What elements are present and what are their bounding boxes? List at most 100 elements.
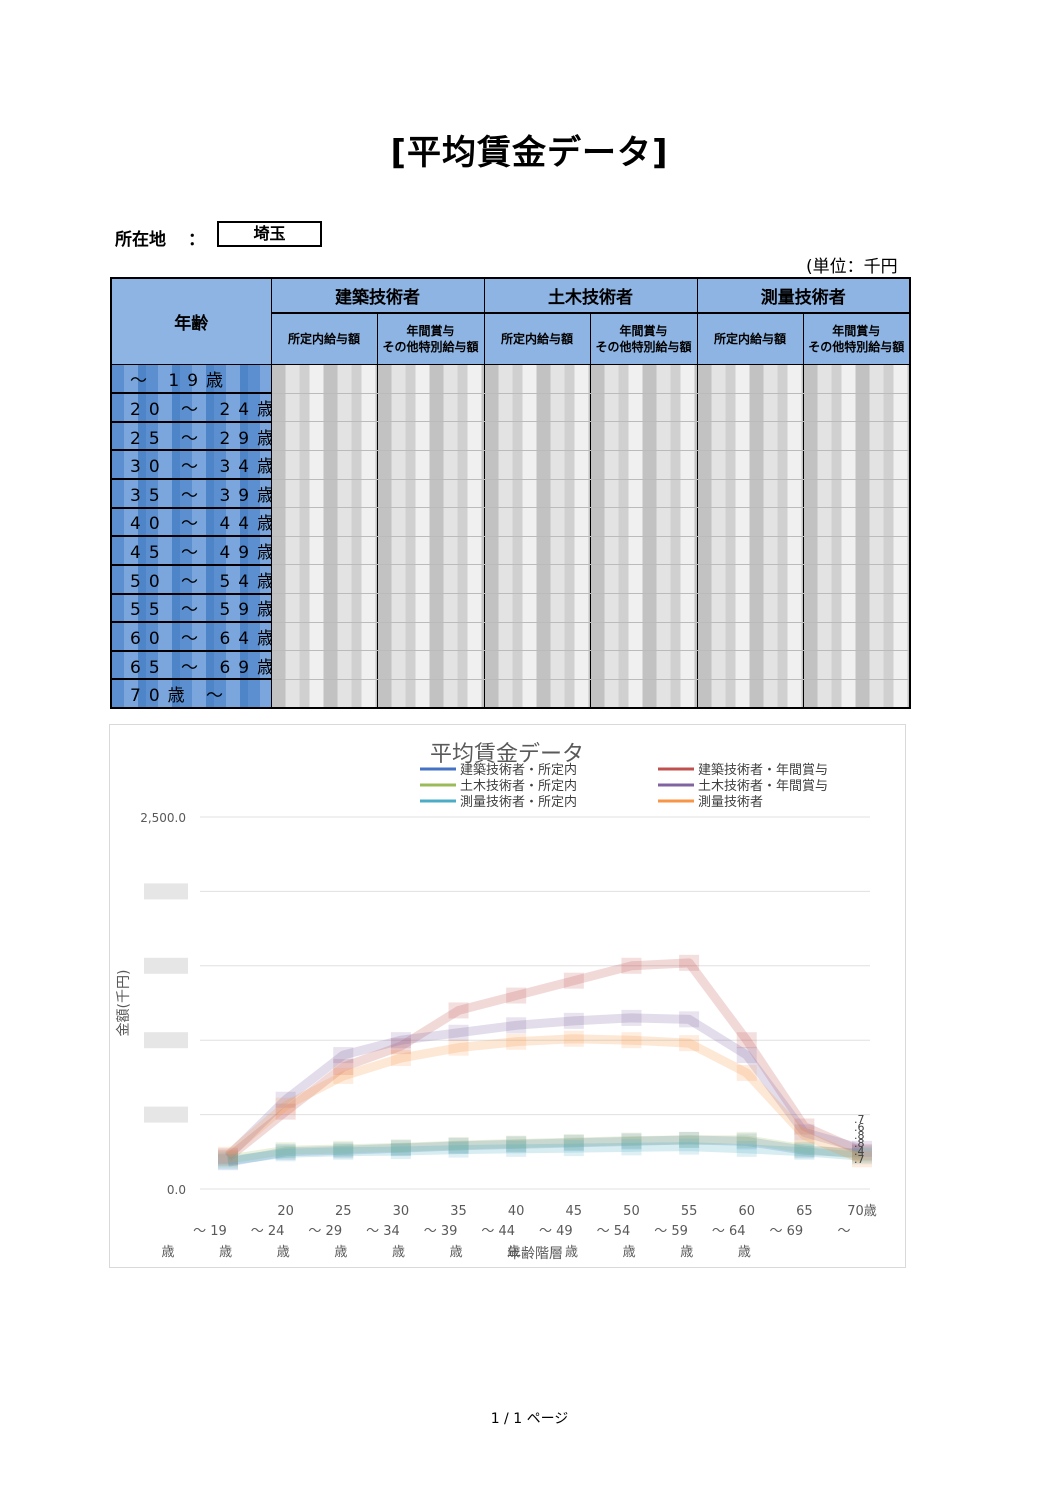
data-point bbox=[506, 1136, 527, 1153]
value-cell-redacted bbox=[589, 450, 698, 480]
end-data-label: .6 bbox=[854, 1121, 865, 1134]
table-row: 40 ～ 44歳 bbox=[110, 507, 911, 538]
x-tick-mid: ～ 39 bbox=[424, 1224, 458, 1239]
data-point bbox=[736, 1131, 757, 1148]
data-point bbox=[333, 1143, 354, 1160]
data-point bbox=[852, 1148, 872, 1165]
age-cell: 45 ～ 49歳 bbox=[110, 535, 272, 566]
value-cell-redacted bbox=[483, 536, 591, 566]
data-point bbox=[736, 1032, 757, 1049]
x-tick-mid: ～ 34 bbox=[366, 1224, 400, 1239]
sub-header-base-pay: 所定内給与額 bbox=[270, 312, 378, 365]
end-data-label: .4 bbox=[854, 1145, 865, 1158]
table-row: 30 ～ 34歳 bbox=[110, 449, 911, 480]
data-point bbox=[448, 1141, 469, 1158]
value-cell-redacted bbox=[696, 679, 804, 709]
value-cell-redacted bbox=[483, 393, 591, 423]
value-cell-redacted bbox=[483, 507, 591, 537]
table-row: 70歳 ～ bbox=[110, 678, 911, 709]
data-point bbox=[275, 1103, 296, 1120]
wage-table: 年齢 建築技術者 土木技術者 測量技術者 所定内給与額 年間賞与 その他特別給与… bbox=[110, 277, 911, 709]
end-data-label: .8 bbox=[854, 1129, 865, 1142]
x-tick-top: 40 bbox=[508, 1204, 525, 1219]
data-point bbox=[448, 1039, 469, 1056]
value-cell-redacted bbox=[589, 564, 698, 594]
data-point bbox=[506, 1140, 527, 1157]
x-tick-bottom: 歳 bbox=[623, 1245, 636, 1260]
x-tick-mid: ～ 69 bbox=[770, 1224, 804, 1239]
x-tick-top: 30 bbox=[393, 1204, 410, 1219]
y-tick-redacted bbox=[144, 957, 188, 974]
data-point bbox=[794, 1127, 815, 1144]
chart-frame: 平均賃金データ 建築技術者・所定内 建築技術者・年間賞与 土木技術者・所定内 土木技術者… bbox=[109, 724, 906, 1268]
y-tick-label: 0.0 bbox=[167, 1183, 186, 1197]
data-point bbox=[390, 1140, 411, 1157]
age-cell: 30 ～ 34歳 bbox=[110, 449, 272, 480]
data-point bbox=[736, 1133, 757, 1150]
value-cell-redacted bbox=[802, 507, 911, 537]
value-cell-redacted bbox=[270, 364, 378, 394]
data-point bbox=[852, 1146, 872, 1163]
x-tick-bottom: 歳 bbox=[161, 1245, 174, 1260]
sub-header-bonus: 年間賞与 その他特別給与額 bbox=[589, 312, 698, 365]
group-header-civil: 土木技術者 bbox=[483, 277, 698, 314]
value-cell-redacted bbox=[483, 450, 591, 480]
table-row: 20 ～ 24歳 bbox=[110, 392, 911, 423]
data-point bbox=[333, 1140, 354, 1157]
page-title: [平均賃金データ] bbox=[390, 133, 669, 173]
x-tick-mid: ～ 59 bbox=[654, 1224, 688, 1239]
data-point bbox=[794, 1124, 815, 1141]
value-cell-redacted bbox=[696, 564, 804, 594]
x-tick-bottom: 歳 bbox=[334, 1245, 347, 1260]
group-header-survey: 測量技術者 bbox=[696, 277, 911, 314]
value-cell-redacted bbox=[270, 421, 378, 451]
legend-label: 建築技術者・年間賞与 bbox=[698, 763, 828, 778]
value-cell-redacted bbox=[589, 364, 698, 394]
value-cell-redacted bbox=[696, 479, 804, 509]
value-cell-redacted bbox=[376, 650, 485, 680]
location-value: 埼玉 bbox=[217, 221, 322, 247]
x-tick-mid: ～ bbox=[837, 1224, 850, 1239]
x-tick-bottom: 歳 bbox=[507, 1245, 520, 1260]
data-point bbox=[794, 1142, 815, 1159]
value-cell-redacted bbox=[589, 622, 698, 652]
x-tick-bottom: 歳 bbox=[680, 1245, 693, 1260]
value-cell-redacted bbox=[483, 421, 591, 451]
data-point bbox=[794, 1118, 815, 1135]
value-cell-redacted bbox=[376, 450, 485, 480]
data-point bbox=[275, 1091, 296, 1108]
data-point bbox=[275, 1143, 296, 1160]
end-data-label: .8 bbox=[854, 1137, 865, 1150]
age-header: 年齢 bbox=[110, 277, 272, 365]
sub-header-base-pay: 所定内給与額 bbox=[483, 312, 591, 365]
value-cell-redacted bbox=[589, 393, 698, 423]
data-point bbox=[736, 1140, 757, 1157]
sub-header-bonus: 年間賞与 その他特別給与額 bbox=[802, 312, 911, 365]
table-row: ～ 19歳 bbox=[110, 364, 911, 395]
table-row: 65 ～ 69歳 bbox=[110, 650, 911, 681]
x-tick-top: 60 bbox=[738, 1204, 755, 1219]
age-cell: 60 ～ 64歳 bbox=[110, 621, 272, 652]
y-axis-label: 金額(千円) bbox=[116, 970, 132, 1037]
value-cell-redacted bbox=[483, 593, 591, 623]
series-line bbox=[227, 1135, 863, 1164]
data-point bbox=[448, 1024, 469, 1041]
x-tick-top: 45 bbox=[566, 1204, 583, 1219]
value-cell-redacted bbox=[696, 364, 804, 394]
data-point bbox=[852, 1151, 872, 1168]
value-cell-redacted bbox=[270, 450, 378, 480]
sub-header-base-pay: 所定内給与額 bbox=[696, 312, 804, 365]
end-data-label: .7 bbox=[854, 1113, 865, 1126]
value-cell-redacted bbox=[802, 450, 911, 480]
value-cell-redacted bbox=[483, 479, 591, 509]
value-cell-redacted bbox=[802, 564, 911, 594]
data-point bbox=[448, 1137, 469, 1154]
data-point bbox=[621, 957, 642, 974]
x-tick-top: 50 bbox=[623, 1204, 640, 1219]
value-cell-redacted bbox=[802, 679, 911, 709]
table-row: 45 ～ 49歳 bbox=[110, 535, 911, 566]
series-line bbox=[227, 1142, 863, 1166]
value-cell-redacted bbox=[589, 593, 698, 623]
data-point bbox=[679, 1138, 700, 1155]
